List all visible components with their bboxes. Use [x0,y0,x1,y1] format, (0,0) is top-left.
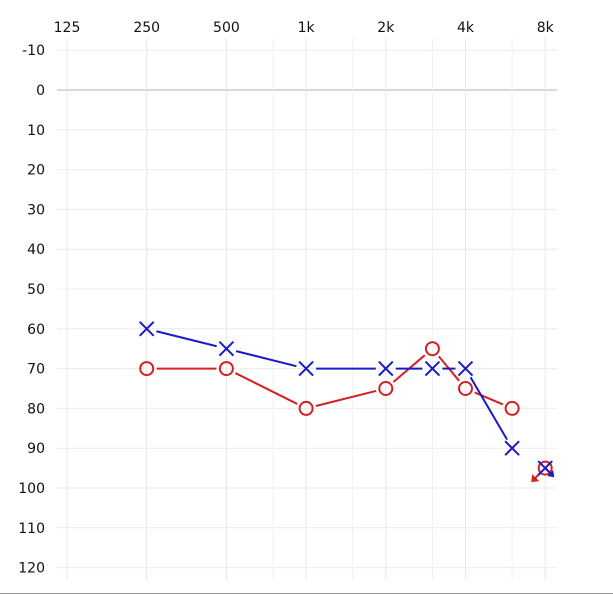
right-ear-marker [218,361,234,377]
x-tick-label: 500 [213,20,240,36]
right-ear-marker [378,381,394,396]
right-ear-marker [458,381,473,396]
right-ear-marker [504,400,520,416]
y-tick-label: 50 [27,282,45,298]
y-tick-label: -10 [22,43,45,59]
left-ear-marker [424,360,441,377]
y-tick-label: 0 [36,83,45,99]
series-line-segment [234,372,298,405]
y-tick-label: 110 [18,521,45,537]
right-ear-marker [139,361,155,377]
left-ear-marker [378,360,394,377]
left-ear-marker [138,321,155,337]
x-tick-label: 8k [537,20,555,36]
series-line-segment [315,389,377,407]
left-ear-marker [504,440,520,456]
no-response-arrow [544,467,551,474]
left-ear-marker [457,360,474,377]
left-ear-marker [298,360,314,377]
no-response-arrowhead [531,474,540,483]
y-tick-label: 10 [27,123,45,139]
left-ear-marker [218,340,235,357]
bottom-divider [0,593,613,594]
right-ear-marker [424,341,440,357]
x-tick-label: 250 [133,20,160,36]
x-tick-label: 2k [377,20,395,36]
series-line-segment [156,330,217,348]
y-tick-label: 30 [27,202,45,218]
y-tick-label: 20 [27,163,45,179]
y-tick-label: 120 [18,561,45,577]
y-tick-label: 70 [27,362,45,378]
x-tick-label: 1k [298,20,316,36]
series-line-segment [469,376,508,441]
right-ear-marker [298,400,314,416]
no-response-arrowhead [547,470,555,478]
y-tick-label: 90 [27,441,45,457]
y-tick-label: 80 [27,401,45,417]
series-line-segment [235,350,297,368]
right-ear-marker [537,460,553,476]
y-tick-label: 40 [27,242,45,258]
series-line-segment [474,391,504,406]
y-tick-label: 60 [27,322,45,338]
x-tick-label: 125 [54,20,81,36]
y-tick-label: 100 [18,481,45,497]
x-tick-label: 4k [457,20,475,36]
